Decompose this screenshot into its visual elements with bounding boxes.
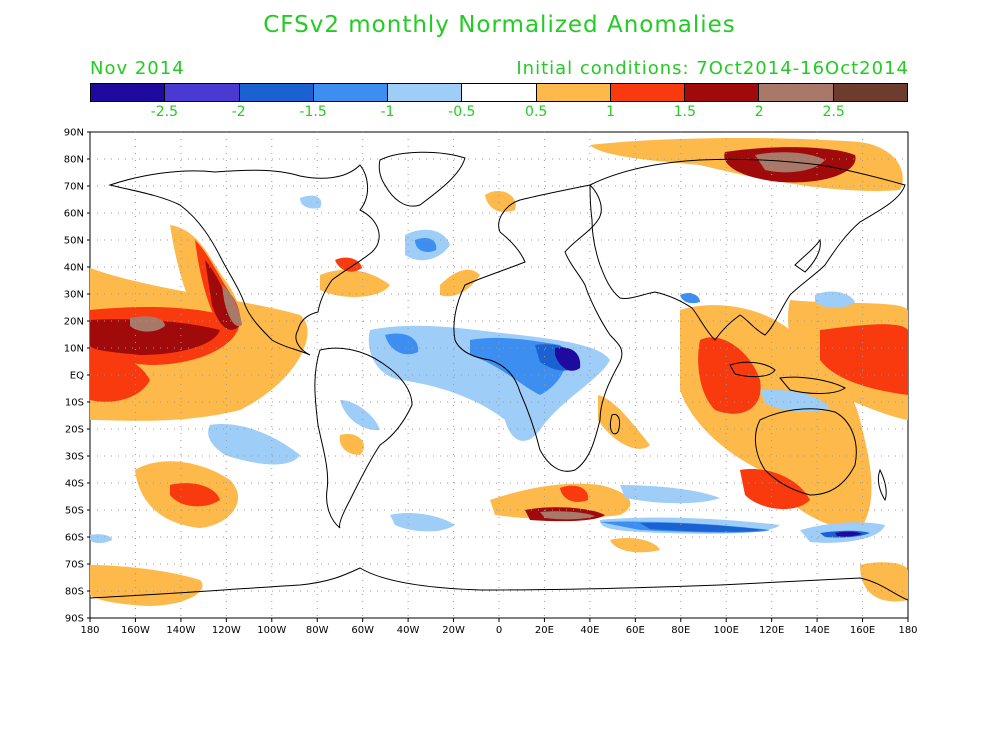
lon-label: 120E <box>759 625 784 636</box>
lon-label: 20W <box>442 625 465 636</box>
lat-label: 60S <box>65 533 84 544</box>
lat-label: 10S <box>65 398 84 409</box>
lon-label: 100W <box>257 625 286 636</box>
legend-swatch <box>759 84 834 101</box>
map-title: CFSv2 monthly Normalized Anomalies <box>263 12 736 38</box>
legend-swatch <box>313 84 389 101</box>
legend-swatch <box>536 84 611 101</box>
lat-label: 90N <box>64 128 84 139</box>
legend-swatch <box>610 84 686 101</box>
lon-label: 140E <box>804 625 829 636</box>
legend-label: 0.5 <box>525 104 548 120</box>
lon-label: 80W <box>306 625 329 636</box>
lat-label: 30N <box>64 290 84 301</box>
lon-label: 160W <box>121 625 150 636</box>
lat-label: 50N <box>64 236 84 247</box>
lat-label: 90S <box>65 614 84 625</box>
coastlines <box>89 151 909 601</box>
legend-swatch <box>165 84 240 101</box>
lat-label: 40S <box>65 479 84 490</box>
legend-label: 2.5 <box>822 104 845 120</box>
lon-label: 80E <box>671 625 690 636</box>
lon-label: 100E <box>714 625 739 636</box>
lon-label: 160E <box>850 625 875 636</box>
legend-swatch <box>833 84 907 101</box>
legend-label: -1 <box>380 104 395 120</box>
legend-swatch <box>462 84 537 101</box>
legend-label: 2 <box>754 104 764 120</box>
lat-label: 10N <box>64 344 84 355</box>
valid-month-label: Nov 2014 <box>90 58 185 79</box>
lat-label: 70S <box>65 560 84 571</box>
legend-label: -1.5 <box>299 104 327 120</box>
longitude-labels: 180 160W 140W 120W 100W 80W 60W 40W 20W 0 20E 40E 60… <box>80 618 918 636</box>
legend-swatch <box>91 84 166 101</box>
lon-label: 0 <box>496 625 502 636</box>
lat-label: 30S <box>65 452 84 463</box>
initial-conditions-label: Initial conditions: 7Oct2014-16Oct2014 <box>516 58 909 79</box>
latitude-labels: 90N 80N 70N 60N 50N 40N 30N 20N 10N EQ 10S 20S 30S 40… <box>64 128 90 625</box>
lat-label: 40N <box>64 263 84 274</box>
legend-label: 1 <box>606 104 615 120</box>
legend-label: -2.5 <box>150 104 179 120</box>
lat-label: EQ <box>70 371 84 382</box>
lon-label: 40E <box>580 625 599 636</box>
legend-label: -2 <box>231 104 246 120</box>
lon-label: 60W <box>351 625 374 636</box>
lat-label: 80S <box>65 587 84 598</box>
lon-label: 20E <box>535 625 554 636</box>
lon-label: 140W <box>166 625 195 636</box>
lon-label: 40W <box>397 625 420 636</box>
legend-swatch <box>239 84 314 101</box>
color-legend-bar <box>90 83 908 102</box>
anomaly-shading <box>90 138 908 606</box>
lon-label: 180 <box>898 625 917 636</box>
lat-label: 80N <box>64 155 84 166</box>
lon-label: 60E <box>626 625 645 636</box>
lat-label: 70N <box>64 182 84 193</box>
lat-label: 20S <box>65 425 84 436</box>
legend-label: 1.5 <box>673 104 697 120</box>
legend-label: -0.5 <box>448 104 476 120</box>
lon-label: 120W <box>212 625 241 636</box>
legend-swatch <box>685 84 760 101</box>
lon-label: 180 <box>80 625 99 636</box>
lat-label: 60N <box>64 209 84 220</box>
lat-label: 50S <box>65 506 84 517</box>
legend-swatch <box>388 84 463 101</box>
lat-label: 20N <box>64 317 84 328</box>
